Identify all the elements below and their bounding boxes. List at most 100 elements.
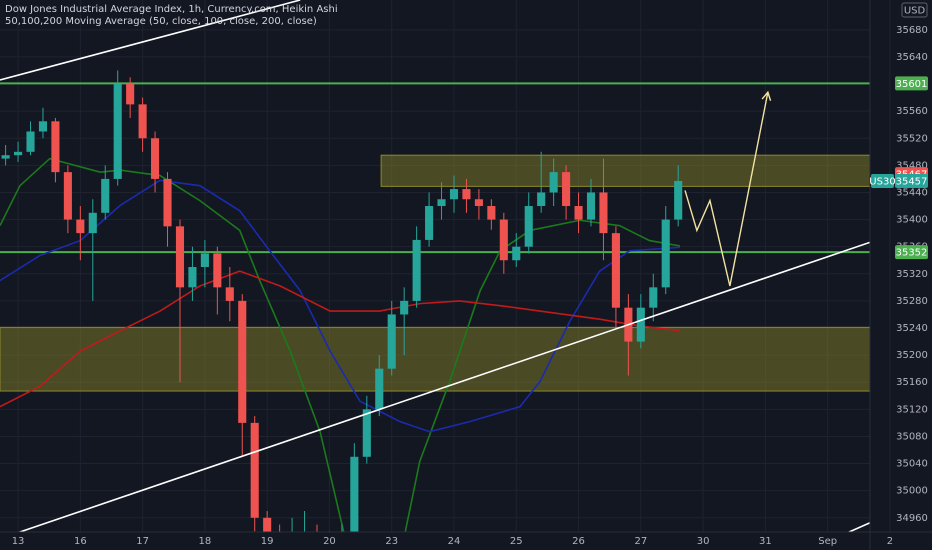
- candle-body: [599, 192, 608, 234]
- symbol-tag-label: US30: [869, 176, 895, 187]
- x-tick-label: 23: [385, 536, 398, 547]
- candle-body: [101, 178, 110, 213]
- candle-body: [499, 219, 508, 261]
- candle-body: [1, 155, 10, 159]
- price-tag-label: 35352: [896, 248, 928, 259]
- price-tag: [895, 173, 928, 188]
- candle-body: [512, 246, 521, 261]
- candle-body: [151, 138, 160, 179]
- candle-body: [549, 172, 558, 193]
- candle-body: [437, 199, 446, 207]
- x-tick-label: 16: [74, 536, 87, 547]
- price-tag-label: 35457: [896, 176, 928, 187]
- x-tick-label: 13: [12, 536, 25, 547]
- symbol-tag: [871, 173, 894, 188]
- candle-body: [188, 267, 197, 288]
- candle-body: [126, 84, 135, 105]
- candle-body: [674, 180, 683, 220]
- x-tick-label: 26: [572, 536, 585, 547]
- x-tick-label: 19: [261, 536, 274, 547]
- candle-body: [562, 172, 571, 207]
- x-tick-label: 17: [136, 536, 149, 547]
- chart-title: Dow Jones Industrial Average Index, 1h, …: [5, 4, 338, 15]
- y-tick-label: 35520: [896, 133, 928, 144]
- candle-body: [238, 300, 247, 423]
- candle-body: [636, 307, 645, 342]
- candle-body: [51, 121, 60, 173]
- candle-body: [175, 226, 185, 288]
- candle-body: [474, 199, 483, 207]
- candle-body: [350, 456, 359, 532]
- y-tick-label: 35480: [896, 160, 928, 171]
- x-tick-label: 18: [199, 536, 212, 547]
- y-tick-label: 35680: [896, 25, 928, 36]
- x-tick-label: 20: [323, 536, 336, 547]
- axes: 3568035640356003556035520354803544035400…: [12, 25, 928, 547]
- y-tick-label: 35320: [896, 269, 928, 280]
- y-tick-label: 35000: [896, 486, 928, 497]
- y-tick-label: 35440: [896, 187, 928, 198]
- x-tick-label: 25: [510, 536, 523, 547]
- candle-body: [661, 219, 670, 288]
- y-tick-label: 35160: [896, 377, 928, 388]
- candle-body: [387, 314, 396, 369]
- candle-body: [225, 287, 234, 301]
- candle-body: [524, 206, 533, 247]
- candle-body: [213, 253, 222, 288]
- y-tick-label: 35080: [896, 431, 928, 442]
- y-tick-label: 34960: [896, 513, 928, 524]
- chart-subtitle: 50,100,200 Moving Average (50, close, 10…: [5, 16, 317, 27]
- y-tick-label: 35560: [896, 106, 928, 117]
- price-tag-label: 35601: [896, 79, 928, 90]
- x-tick-label: Sep: [818, 536, 837, 547]
- zone: [0, 326, 870, 392]
- price-tag: [895, 245, 928, 260]
- y-tick-label: 35280: [896, 296, 928, 307]
- candle-body: [400, 300, 409, 315]
- candle-body: [138, 104, 147, 139]
- candle-body: [375, 368, 384, 410]
- moving-average: [0, 179, 681, 433]
- plot-area: [0, 0, 870, 532]
- candle-body: [425, 206, 434, 240]
- trendline: [0, 0, 301, 81]
- x-tick-label: 31: [759, 536, 772, 547]
- y-tick-label: 35120: [896, 404, 928, 415]
- candle-body: [88, 212, 97, 234]
- y-tick-label: 35240: [896, 323, 928, 334]
- y-tick-label: 35640: [896, 52, 928, 63]
- candle-body: [487, 206, 496, 220]
- candle-body: [611, 233, 620, 308]
- y-tick-label: 35040: [896, 459, 928, 470]
- candle-body: [38, 121, 48, 132]
- currency-box: [901, 2, 928, 18]
- candle-body: [462, 189, 471, 200]
- x-tick-label: 24: [448, 536, 461, 547]
- trendline: [17, 241, 870, 532]
- candle-body: [412, 239, 421, 301]
- projection-path: [684, 92, 769, 287]
- candle-body: [163, 178, 172, 227]
- x-tick-label: 30: [697, 536, 710, 547]
- candle-body: [26, 131, 35, 152]
- projection-arrowhead: [761, 90, 772, 101]
- candle-body: [574, 206, 583, 220]
- candle-body: [362, 409, 371, 457]
- candle-body: [537, 192, 546, 207]
- y-tick-label: 35400: [896, 215, 928, 226]
- candle-body: [63, 172, 72, 220]
- candle-body: [586, 192, 596, 220]
- zone: [380, 154, 870, 187]
- y-tick-label: 35200: [896, 350, 928, 361]
- candle-body: [449, 189, 459, 200]
- candle-body: [113, 84, 122, 179]
- x-tick-label: 27: [634, 536, 647, 547]
- x-tick-label: 2: [887, 536, 893, 547]
- currency: USD: [904, 6, 926, 17]
- candle-body: [263, 517, 272, 532]
- candle-body: [76, 219, 85, 234]
- candle-body: [14, 151, 23, 156]
